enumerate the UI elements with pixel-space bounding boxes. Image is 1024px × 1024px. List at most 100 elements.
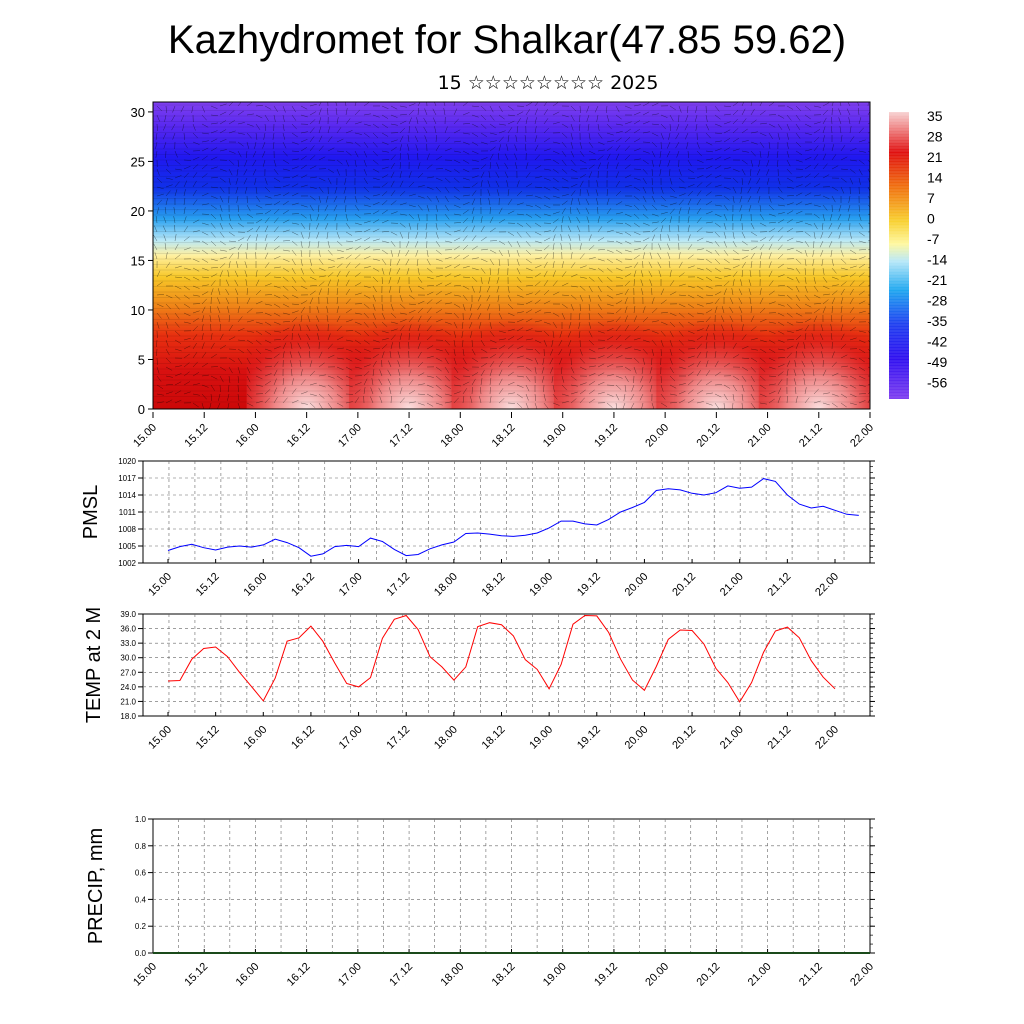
wind-vector: [633, 315, 638, 323]
x-tick-label: 20.00: [623, 571, 651, 599]
wind-vector: [642, 306, 646, 314]
wind-vector: [750, 338, 758, 341]
wind-vector: [705, 276, 713, 281]
wind-vector: [633, 120, 641, 125]
wind-vector: [291, 202, 299, 206]
wind-vector: [165, 177, 173, 180]
wind-vector: [462, 177, 470, 181]
wind-vector: [300, 391, 308, 395]
wind-vector: [264, 312, 272, 316]
wind-vector: [497, 267, 500, 275]
wind-vector: [678, 168, 682, 176]
wind-vector: [786, 267, 794, 270]
wind-vector: [669, 202, 677, 206]
wind-vector: [273, 276, 281, 278]
wind-vector: [786, 369, 789, 377]
wind-vector: [525, 348, 533, 350]
wind-vector: [558, 348, 563, 356]
wind-vector: [219, 263, 226, 269]
wind-vector: [423, 117, 428, 125]
wind-vector: [669, 321, 676, 328]
wind-vector: [507, 303, 514, 310]
wind-vector: [246, 234, 251, 242]
wind-vector: [389, 285, 392, 293]
wind-vector: [570, 168, 578, 173]
wind-vector: [210, 273, 218, 278]
wind-vector: [867, 240, 870, 242]
wind-vector: [606, 229, 614, 233]
wind-vector: [273, 266, 281, 269]
wind-vector: [390, 303, 394, 311]
wind-vector: [480, 216, 483, 224]
wind-vector: [372, 159, 379, 165]
wind-vector: [354, 186, 356, 194]
wind-vector: [804, 149, 812, 152]
wind-vector: [471, 245, 478, 251]
wind-vector: [786, 360, 791, 368]
wind-vector: [705, 302, 713, 305]
wind-vector: [588, 381, 596, 386]
wind-vector: [264, 321, 272, 326]
wind-vector: [631, 384, 635, 392]
wind-vector: [561, 216, 564, 224]
wind-vector: [406, 240, 410, 248]
wind-vector: [453, 284, 461, 287]
wind-vector: [426, 307, 432, 314]
wind-vector: [444, 357, 449, 365]
wind-vector: [192, 156, 200, 161]
wind-vector: [696, 174, 704, 179]
wind-vector: [273, 339, 281, 341]
wind-vector: [534, 135, 538, 143]
wind-vector: [309, 204, 314, 212]
wind-vector: [471, 285, 475, 293]
wind-vector: [291, 267, 296, 275]
wind-vector: [525, 292, 533, 296]
wind-vector: [245, 252, 248, 260]
wind-vector: [255, 357, 262, 363]
wind-vector: [343, 195, 347, 203]
wind-vector: [201, 362, 208, 368]
wind-vector: [165, 294, 173, 299]
wind-vector: [804, 258, 807, 266]
wind-vector: [534, 272, 541, 278]
wind-vector: [633, 254, 640, 260]
wind-vector: [723, 156, 731, 161]
wind-vector: [543, 230, 551, 233]
wind-vector: [426, 267, 433, 273]
wind-vector: [471, 182, 478, 188]
wind-vector: [255, 114, 263, 119]
wind-vector: [262, 150, 266, 158]
wind-vector: [408, 360, 410, 368]
wind-vector: [534, 366, 537, 374]
wind-vector: [713, 333, 716, 341]
wind-vector: [570, 285, 578, 288]
wind-vector: [723, 384, 731, 389]
x-tick-label: 16.12: [289, 571, 317, 599]
wind-vector: [486, 285, 491, 293]
wind-vector: [210, 138, 218, 143]
wind-vector: [372, 285, 377, 293]
wind-vector: [317, 204, 320, 212]
wind-vector: [156, 339, 158, 347]
wind-vector: [570, 198, 573, 206]
wind-vector: [282, 351, 285, 359]
wind-vector: [255, 234, 258, 242]
wind-vector: [219, 213, 223, 221]
wind-vector: [759, 357, 766, 363]
wind-vector: [768, 270, 773, 278]
wind-vector: [567, 330, 572, 338]
wind-vector: [444, 204, 449, 212]
wind-vector: [291, 141, 299, 145]
wind-vector: [486, 294, 491, 302]
wind-vector: [831, 102, 834, 107]
wind-vector: [849, 307, 855, 314]
wind-vector: [759, 402, 767, 405]
wind-vector: [534, 213, 541, 219]
wind-vector: [525, 117, 528, 125]
wind-vector: [642, 316, 649, 323]
wind-vector: [831, 165, 839, 170]
wind-vector: [165, 357, 172, 364]
wind-vector: [327, 168, 334, 174]
wind-vector: [219, 324, 221, 332]
wind-vector: [687, 168, 695, 174]
